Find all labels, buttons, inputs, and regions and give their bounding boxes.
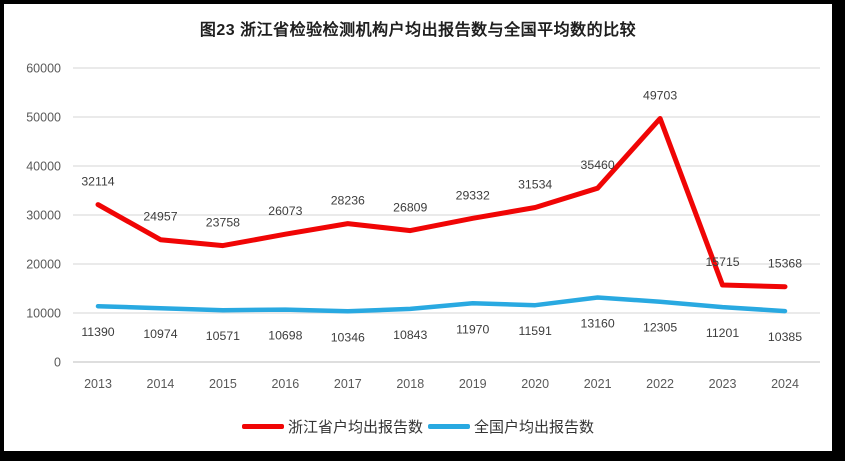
- data-label-series-0: 49703: [643, 88, 677, 102]
- x-axis-tick-label: 2019: [459, 377, 487, 391]
- legend-label-zhejiang: 浙江省户均出报告数: [287, 418, 423, 436]
- y-axis-tick-label: 40000: [26, 160, 61, 174]
- y-axis-tick-label: 10000: [26, 307, 61, 321]
- x-axis-tick-label: 2014: [147, 377, 175, 391]
- x-axis-tick-label: 2013: [84, 377, 112, 391]
- chart-legend: 浙江省户均出报告数 全国户均出报告数: [4, 415, 832, 437]
- data-label-series-0: 28236: [331, 194, 365, 208]
- data-label-series-1: 10974: [143, 327, 177, 341]
- data-label-series-0: 35460: [581, 158, 615, 172]
- legend-item-zhejiang: 浙江省户均出报告数: [241, 416, 423, 437]
- data-label-series-0: 15368: [768, 257, 802, 271]
- legend-label-national: 全国户均出报告数: [474, 418, 595, 436]
- data-label-series-1: 10571: [206, 329, 240, 343]
- y-axis-tick-label: 30000: [26, 209, 61, 223]
- x-axis-tick-label: 2022: [646, 377, 674, 391]
- data-label-series-1: 10346: [331, 330, 365, 344]
- x-axis-tick-label: 2021: [584, 377, 612, 391]
- y-axis-tick-label: 0: [54, 356, 61, 370]
- data-label-series-1: 11390: [81, 325, 114, 339]
- legend-line-swatch-blue: [428, 423, 470, 429]
- x-axis-tick-label: 2024: [771, 377, 799, 391]
- x-axis-tick-label: 2023: [709, 377, 737, 391]
- data-label-series-0: 29332: [456, 188, 490, 202]
- series-line-1: [95, 295, 788, 314]
- y-axis-tick-label: 50000: [26, 111, 61, 125]
- x-axis-tick-label: 2015: [209, 377, 237, 391]
- data-label-series-0: 26809: [393, 201, 427, 215]
- data-label-series-1: 13160: [581, 317, 615, 331]
- x-axis-tick-label: 2016: [271, 377, 299, 391]
- y-axis-tick-label: 60000: [26, 62, 61, 76]
- series-line-0: [95, 116, 788, 290]
- data-label-series-0: 15715: [705, 255, 739, 269]
- chart-plot-area: 0 10000 20000 30000 40000 50000 60000 2013 2014 2…: [26, 62, 820, 391]
- data-label-series-1: 12305: [643, 321, 677, 335]
- data-label-series-1: 11201: [706, 326, 739, 340]
- data-label-series-0: 23758: [206, 216, 240, 230]
- x-axis-tick-label: 2017: [334, 377, 362, 391]
- data-label-series-1: 11970: [456, 322, 489, 336]
- data-label-series-0: 31534: [518, 177, 552, 191]
- legend-item-national: 全国户均出报告数: [428, 416, 594, 437]
- data-label-series-0: 26073: [268, 204, 302, 218]
- chart-title: 图23 浙江省检验检测机构户均出报告数与全国平均数的比较: [199, 22, 637, 39]
- data-label-series-1: 10698: [268, 329, 302, 343]
- legend-line-swatch-red: [241, 423, 284, 429]
- data-label-series-1: 10843: [393, 328, 427, 342]
- y-axis-tick-label: 20000: [26, 258, 61, 272]
- x-axis-tick-label: 2018: [396, 377, 424, 391]
- data-label-series-1: 11591: [519, 324, 552, 338]
- data-label-series-0: 24957: [143, 210, 177, 224]
- data-label-series-1: 10385: [768, 330, 802, 344]
- x-axis-tick-label: 2020: [521, 377, 549, 391]
- data-label-series-0: 32114: [81, 175, 114, 189]
